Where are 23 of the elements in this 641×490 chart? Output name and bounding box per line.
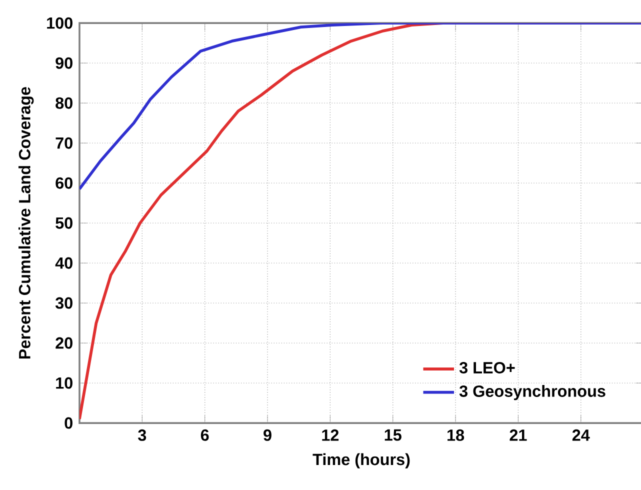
y-tick-label: 0 [64,417,72,429]
legend-label: 3 LEO+ [459,362,515,374]
x-tick-label: 15 [384,430,402,441]
y-tick-label: 70 [56,137,72,149]
y-tick-label: 100 [47,17,72,29]
y-tick-label: 60 [56,177,72,189]
x-tick-label: 21 [510,430,527,441]
x-tick-label: 9 [264,430,272,442]
y-tick-label: 20 [56,337,72,349]
x-tick-label: 24 [572,430,590,441]
y-tick-label: 50 [56,217,72,229]
y-axis-title: Percent Cumulative Land Coverage [18,87,34,359]
y-tick-label: 90 [56,57,72,69]
x-tick-label: 3 [138,430,146,442]
x-tick-label: 6 [200,430,209,442]
legend-label: 3 Geosynchronous [459,385,606,400]
y-tick-label: 30 [55,297,72,309]
y-tick-label: 80 [56,97,72,109]
y-tick-label: 40 [55,257,72,269]
x-tick-label: 18 [448,430,464,442]
x-tick-label: 12 [322,430,339,441]
y-tick-label: 10 [56,377,72,389]
x-axis-title: Time (hours) [312,453,410,469]
